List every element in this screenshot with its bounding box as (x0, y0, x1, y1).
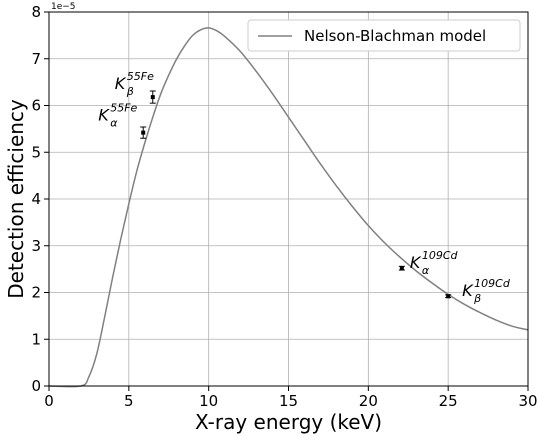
x-tick-label-0: 0 (44, 392, 54, 410)
y-tick-label-2: 2 (31, 284, 41, 302)
data-point-0 (141, 130, 146, 135)
x-tick-label-30: 30 (518, 392, 537, 410)
legend-label-nelson-blachman: Nelson-Blachman model (304, 27, 486, 45)
annotation-sup-0: 55Fe (110, 102, 137, 115)
annotation-sub-2: α (422, 264, 430, 277)
x-tick-label-10: 10 (199, 392, 218, 410)
y-tick-label-1: 1 (31, 330, 41, 348)
annotation-sup-3: 109Cd (474, 277, 511, 290)
y-tick-label-5: 5 (31, 143, 41, 161)
x-tick-label-25: 25 (439, 392, 458, 410)
y-tick-label-3: 3 (31, 237, 41, 255)
y-tick-label-6: 6 (31, 97, 41, 115)
x-axis-title: X-ray energy (keV) (195, 410, 382, 434)
annotation-main-0: K (98, 106, 110, 125)
annotation-sub-0: α (110, 117, 118, 130)
data-point-2 (399, 266, 404, 271)
y-tick-label-7: 7 (31, 50, 41, 68)
x-tick-label-20: 20 (359, 392, 378, 410)
legend: Nelson-Blachman model (247, 19, 521, 52)
annotation-sup-2: 109Cd (422, 249, 459, 262)
data-point-3 (446, 294, 451, 299)
annotation-sub-3: β (473, 292, 481, 305)
legend-box (247, 19, 521, 52)
annotation-main-3: K (462, 281, 474, 300)
data-point-1 (150, 95, 155, 100)
grid (48, 11, 529, 387)
annotation-main-1: K (115, 74, 127, 93)
x-tick-label-15: 15 (279, 392, 298, 410)
axis-ticks: 0 5 10 15 20 25 30 0 1 2 3 4 5 6 7 8 (31, 3, 537, 410)
nelson-blachman-curve (48, 27, 529, 388)
annotation-sup-1: 55Fe (127, 70, 154, 83)
annotation-sub-1: β (126, 85, 134, 98)
y-axis-offset-label: 1e−5 (51, 2, 76, 12)
data-points-layer (140, 90, 452, 299)
annotation-main-2: K (410, 253, 422, 272)
y-tick-label-8: 8 (31, 3, 41, 21)
y-tick-label-0: 0 (31, 377, 41, 395)
model-curve-layer (48, 27, 529, 388)
y-axis-title: Detection efficiency (4, 99, 28, 299)
x-tick-label-5: 5 (124, 392, 134, 410)
y-tick-label-4: 4 (31, 190, 41, 208)
